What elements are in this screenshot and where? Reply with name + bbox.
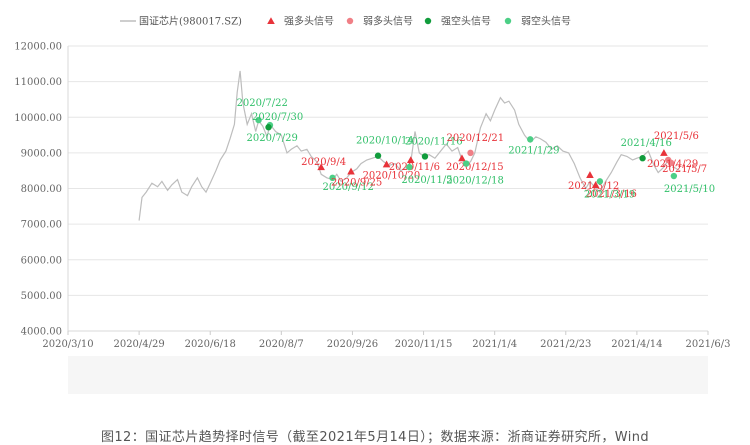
y-tick-label: 9000.00 [21,148,62,159]
legend-marker [504,17,512,25]
signal-label: 2020/7/30 [252,112,303,123]
y-tick-label: 8000.00 [21,184,62,195]
x-tick-label: 2021/4/14 [611,339,662,350]
signal-label: 2021/5/6 [654,131,699,142]
signal-label: 2021/4/29 [647,159,698,170]
signals-layer: 2020/7/222020/7/302020/7/292020/9/122020… [237,98,716,200]
signal-marker [667,159,675,167]
signal-marker [406,163,413,171]
x-tick-label: 2020/3/10 [42,339,93,350]
series-line [138,70,680,221]
signal-marker [596,178,604,185]
x-tick-label: 2021/1/4 [472,339,517,350]
signal-label: 2020/9/12 [323,182,374,193]
signal-marker [255,116,262,124]
signal-label: 2020/7/22 [237,98,288,109]
y-tick-label: 5000.00 [21,291,62,302]
signal-label: 2020/11/6 [389,162,440,173]
signal-marker [467,149,474,157]
signal-label: 2021/3/19 [584,189,635,200]
signal-marker [670,172,678,180]
signal-marker [660,149,668,156]
signal-label: 2021/1/29 [508,145,559,156]
signal-marker [421,153,429,160]
signal-marker [317,163,325,171]
legend-label: 强空头信号 [441,15,491,28]
signal-label: 2020/9/25 [331,177,382,188]
legend-marker [424,17,432,25]
x-tick-label: 2021/2/23 [540,339,591,350]
signal-label: 2020/12/18 [446,176,504,187]
signal-marker [374,152,382,159]
y-tick-label: 11000.00 [14,77,62,88]
y-tick-label: 6000.00 [21,255,62,266]
signal-label: 2021/4/16 [621,138,672,149]
signal-marker [347,167,355,175]
signal-label: 2020/12/21 [446,133,504,144]
legend-marker [267,17,275,25]
signal-marker [458,154,466,162]
figure-caption: 图12：国证芯片趋势择时信号（截至2021年5月14日）；数据来源：浙商证券研究… [100,430,649,445]
signal-marker [406,156,415,164]
x-tick-label: 2020/11/15 [395,339,453,350]
y-axis: 4000.00 5000.00 6000.00 7000.00 8000.00 9000.… [14,42,69,338]
signal-marker [639,155,646,162]
signal-label: 2021/5/10 [664,184,715,195]
bottom-band [68,356,708,394]
y-tick-label: 7000.00 [21,220,62,231]
y-tick-label: 12000.00 [14,42,62,53]
series-layer [138,70,680,221]
signal-label: 2021/3/16 [586,189,637,200]
y-tick-label: 10000.00 [14,113,62,124]
signal-marker [591,181,600,188]
x-tick-label: 2020/9/26 [327,339,378,350]
chart-legend: 国证芯片(980017.SZ) 强多头信号 弱多头信号 强空头信号 弱空头信号 [120,15,571,28]
y-tick-label: 4000.00 [21,327,62,338]
signal-label: 2021/5/7 [662,164,707,175]
signal-label: 2020/7/29 [247,133,298,144]
signal-marker [463,160,470,167]
legend-label: 强多头信号 [284,15,334,28]
legend-label: 弱空头信号 [521,15,571,28]
legend-label: 弱多头信号 [363,15,413,28]
signal-label: 2020/11/16 [405,136,463,147]
legend-label: 国证芯片(980017.SZ) [139,15,242,28]
signal-label: 2020/9/4 [301,157,346,168]
x-tick-label: 2021/6/3 [686,339,731,350]
signal-marker [527,136,534,143]
signal-marker [586,171,594,179]
legend-marker [346,17,354,25]
signal-label: 2020/11/5 [401,175,452,186]
signal-label: 2020/10/20 [363,170,421,181]
x-tick-label: 2020/8/7 [259,339,304,350]
x-tick-label: 2020/6/18 [185,339,236,350]
x-axis: 2020/3/10 2020/4/29 2020/6/18 2020/8/7 2020/… [42,330,731,350]
signal-label: 2020/10/14 [356,136,414,147]
x-tick-label: 2020/4/29 [113,339,164,350]
line-chart: 国证芯片(980017.SZ) 强多头信号 弱多头信号 强空头信号 弱空头信号 4000… [14,15,731,351]
signal-marker [382,160,391,168]
signal-marker [265,124,272,131]
signal-marker [329,174,336,182]
signal-label: 2020/12/15 [446,162,504,173]
